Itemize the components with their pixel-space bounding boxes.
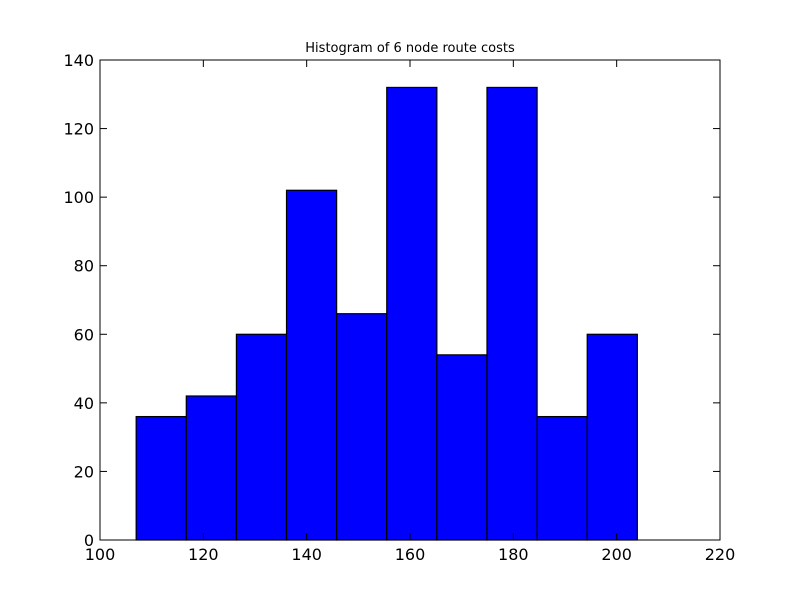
x-tick-label-6: 200 xyxy=(601,545,632,564)
x-tick-label-7: 220 xyxy=(705,545,736,564)
x-tick-label-5: 180 xyxy=(498,545,529,564)
y-tick-label-5: 80 xyxy=(74,257,94,276)
histogram-bar-1 xyxy=(135,415,187,541)
x-tick-label-4: 160 xyxy=(395,545,426,564)
histogram-bar-7 xyxy=(436,354,488,541)
y-tick-label-6: 100 xyxy=(63,188,94,207)
histogram-bar-6 xyxy=(386,86,438,541)
tick-labels-layer: 100 120 140 160 180 200 220 0 20 40 60 80 100 120 140 xyxy=(63,51,735,564)
ticks-layer xyxy=(99,59,721,541)
histogram-bar-5 xyxy=(336,313,388,541)
x-tick-label-1: 100 xyxy=(85,545,116,564)
y-tick-label-7: 120 xyxy=(63,120,94,139)
bars-layer xyxy=(135,86,638,541)
histogram-bar-3 xyxy=(235,333,288,541)
histogram-bar-9 xyxy=(536,415,588,541)
y-tick-label-2: 20 xyxy=(74,462,94,481)
y-tick-label-8: 140 xyxy=(63,51,94,70)
histogram-bar-2 xyxy=(185,395,238,541)
histogram-bar-10 xyxy=(586,333,638,541)
x-tick-label-3: 140 xyxy=(291,545,322,564)
y-tick-label-3: 40 xyxy=(74,394,94,413)
y-tick-label-1: 0 xyxy=(84,531,94,550)
histogram-bar-4 xyxy=(285,189,338,541)
x-tick-label-2: 120 xyxy=(188,545,219,564)
histogram-bar-8 xyxy=(486,86,538,541)
y-tick-label-4: 60 xyxy=(74,325,94,344)
chart-title: Histogram of 6 node route costs xyxy=(305,41,515,56)
